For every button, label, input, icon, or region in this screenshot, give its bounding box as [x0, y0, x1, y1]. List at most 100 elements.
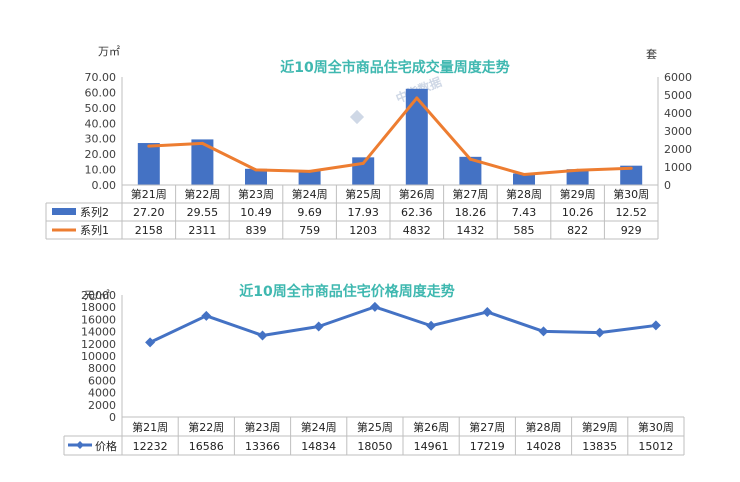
price-point [594, 327, 605, 338]
price-value-label: 15012 [638, 440, 673, 453]
chart2-y-tick: 12000 [81, 338, 116, 351]
chart2-category-label: 第22周 [188, 420, 224, 434]
chart2-y-tick: 6000 [88, 374, 116, 387]
bar-第24周 [298, 170, 321, 185]
price-value-label: 18050 [357, 440, 392, 453]
price-value-label: 13366 [245, 440, 280, 453]
chart1-category-label: 第24周 [292, 187, 328, 201]
chart1-title: 近10周全市商品住宅成交量周度走势 [280, 59, 509, 76]
line-value-label: 1203 [349, 224, 377, 237]
line-value-label: 929 [621, 224, 642, 237]
series1-point [254, 168, 258, 172]
price-point [313, 321, 324, 332]
line-value-label: 585 [514, 224, 535, 237]
legend-series2-name: 系列2 [80, 205, 109, 219]
series1-line [148, 96, 632, 176]
series1-point [576, 168, 580, 172]
series1-point [468, 157, 472, 161]
bar-value-label: 10.49 [240, 206, 272, 219]
price-value-label: 12232 [133, 440, 168, 453]
line-value-label: 1432 [456, 224, 484, 237]
chart1-left-tick: 70.00 [85, 71, 117, 84]
bar-第26周 [405, 88, 428, 185]
chart2-category-label: 第29周 [582, 420, 618, 434]
chart2-y-tick: 4000 [88, 387, 116, 400]
chart1-right-tick: 2000 [664, 143, 692, 156]
bar-value-label: 10.26 [562, 206, 594, 219]
chart1-left-tick: 10.00 [85, 164, 117, 177]
chart1-right-tick: 3000 [664, 125, 692, 138]
price-point [257, 330, 268, 341]
bar-第29周 [566, 169, 589, 185]
chart2-y-tick: 20000 [81, 289, 116, 302]
bar-value-label: 9.69 [297, 206, 322, 219]
chart1-left-tick: 30.00 [85, 133, 117, 146]
bar-value-label: 18.26 [455, 206, 487, 219]
chart2-y-tick: 0 [109, 411, 116, 424]
price-value-label: 13835 [582, 440, 617, 453]
chart1-right-tick: 4000 [664, 107, 692, 120]
line-value-label: 822 [567, 224, 588, 237]
price-point [426, 320, 437, 331]
series1-point [522, 172, 526, 176]
chart1-category-label: 第27周 [452, 187, 488, 201]
series1-point [361, 161, 365, 165]
chart2-y-tick: 16000 [81, 313, 116, 326]
bar-第22周 [191, 139, 214, 185]
bar-value-label: 17.93 [347, 206, 379, 219]
line-value-label: 2158 [135, 224, 163, 237]
bar-value-label: 27.20 [133, 206, 165, 219]
chart1-left-tick: 0.00 [92, 179, 117, 192]
chart1-category-label: 第22周 [184, 187, 220, 201]
chart2-category-label: 第28周 [526, 420, 562, 434]
chart2-category-label: 第26周 [413, 420, 449, 434]
price-point [482, 306, 493, 317]
chart1-right-tick: 0 [664, 179, 671, 192]
chart1-right-tick: 1000 [664, 161, 692, 174]
legend-key-price-marker [76, 441, 84, 449]
chart2-y-tick: 10000 [81, 350, 116, 363]
chart2-title: 近10周全市商品住宅价格周度走势 [239, 283, 454, 300]
chart1-category-label: 第21周 [131, 187, 167, 201]
price-line [149, 305, 657, 344]
price-point [145, 337, 156, 348]
chart2-unit: 元/㎡ [84, 289, 110, 302]
chart1-category-label: 第26周 [399, 187, 435, 201]
chart2-category-label: 第25周 [357, 420, 393, 434]
bar-第28周 [513, 173, 535, 185]
legend-series1-name: 系列1 [80, 223, 109, 237]
price-value-label: 14961 [414, 440, 449, 453]
chart2-y-tick: 18000 [81, 301, 116, 314]
price-point [650, 320, 661, 331]
chart1-left-tick: 60.00 [85, 86, 117, 99]
price-point [369, 301, 380, 312]
line-value-label: 839 [246, 224, 267, 237]
chart1-left-tick: 40.00 [85, 117, 117, 130]
chart1-right-tick: 5000 [664, 89, 692, 102]
series1-point [200, 141, 204, 145]
chart2-category-label: 第24周 [301, 420, 337, 434]
bar-第30周 [620, 165, 643, 185]
legend-key-bar [52, 208, 76, 215]
price-value-label: 17219 [470, 440, 505, 453]
line-value-label: 4832 [403, 224, 431, 237]
series1-point [308, 169, 312, 173]
bar-value-label: 7.43 [512, 206, 537, 219]
chart2-y-tick: 14000 [81, 326, 116, 339]
series1-point [415, 96, 419, 100]
chart2-category-label: 第27周 [469, 420, 505, 434]
chart1-right-unit: 套 [646, 48, 657, 61]
chart1-left-tick: 50.00 [85, 102, 117, 115]
bar-第23周 [245, 168, 267, 185]
chart2-y-tick: 2000 [88, 399, 116, 412]
bar-第21周 [137, 143, 160, 185]
price-point [201, 310, 212, 321]
chart2-category-label: 第23周 [245, 420, 281, 434]
chart1-left-tick: 20.00 [85, 148, 117, 161]
bar-value-label: 12.52 [615, 206, 647, 219]
chart1-left-unit: 万㎡ [98, 45, 120, 58]
price-value-label: 14028 [526, 440, 561, 453]
chart1-category-label: 第25周 [345, 187, 381, 201]
series1-point [629, 166, 633, 170]
line-value-label: 2311 [188, 224, 216, 237]
